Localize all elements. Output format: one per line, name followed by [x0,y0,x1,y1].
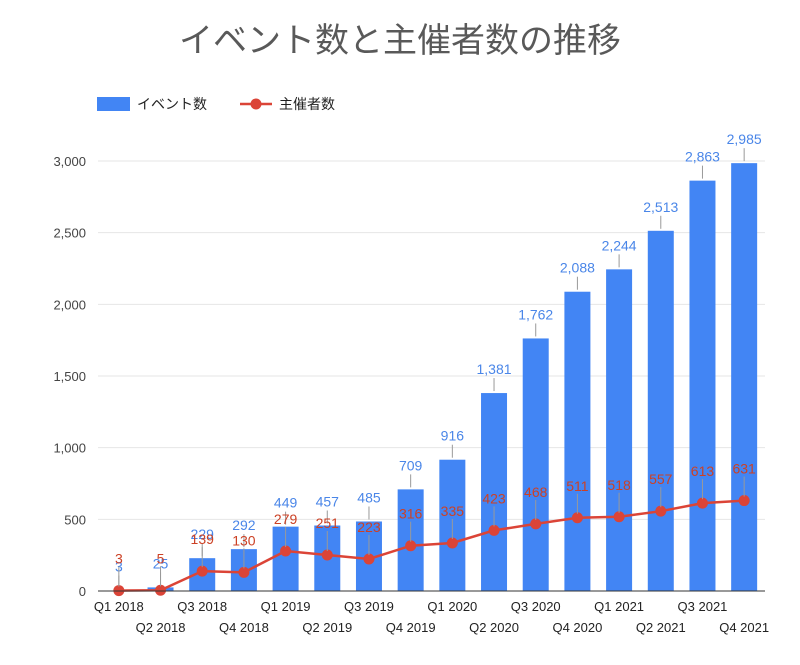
y-tick-label: 1,000 [53,441,86,456]
line-value-label: 511 [566,478,589,494]
line-point [155,584,167,596]
bar-value-label: 2,863 [685,149,720,165]
line-value-label: 631 [732,461,756,477]
bar-value-label: 1,762 [518,306,553,322]
line-point [613,511,625,523]
x-tick-label: Q2 2018 [136,620,186,635]
line-value-label: 468 [524,484,548,500]
bar-value-label: 2,985 [727,131,762,147]
x-tick-label: Q3 2018 [177,599,227,614]
x-tick-label: Q4 2018 [219,620,269,635]
line-value-label: 335 [441,503,465,519]
line-series [113,495,750,597]
line-point [571,512,583,524]
x-tick-label: Q1 2021 [594,599,644,614]
line-labels: 3 5 139 130 279 251 223 316 335 423 468 511 518 557 61… [115,461,756,587]
bar-value-label: 709 [399,457,423,473]
bar-value-label: 2,513 [643,199,678,215]
line-value-label: 557 [649,471,673,487]
bar [522,338,549,591]
line-value-label: 251 [316,515,340,531]
line-point [488,524,500,536]
line-point [446,537,458,549]
x-tick-label: Q4 2020 [552,620,602,635]
y-tick-label: 3,000 [53,154,86,169]
legend: イベント数 主催者数 [97,97,335,113]
line-point [238,566,250,578]
line-value-label: 130 [232,532,256,548]
bar-value-label: 25 [153,555,169,571]
bar [731,163,758,591]
line-value-label: 316 [399,506,423,522]
line-point [280,545,292,557]
line-point [530,518,542,530]
x-tick-label: Q3 2020 [511,599,561,614]
line-path [118,499,745,592]
x-tick-label: Q3 2019 [344,599,394,614]
x-tick-label: Q1 2018 [94,599,144,614]
x-tick-label: Q3 2021 [678,599,728,614]
x-axis: Q1 2018 Q2 2018 Q3 2018 Q4 2018 Q1 2019 Q2 20… [94,590,769,635]
bar-labels: 3 25 229 292 449 457 485 709 916 1,381 1,762 2,088 2… [115,131,762,589]
bar [647,230,674,591]
x-tick-label: Q4 2019 [386,620,436,635]
line-point [405,540,417,552]
legend-label-line: 主催者数 [279,97,335,113]
x-tick-label: Q4 2021 [719,620,769,635]
line-point [696,497,708,509]
bar [564,291,591,591]
legend-swatch-bar [97,97,130,111]
line-value-label: 5 [157,550,165,566]
y-tick-label: 0 [79,584,86,599]
bar-value-label: 485 [357,489,381,505]
x-tick-label: Q1 2020 [427,599,477,614]
bar-value-label: 457 [316,493,340,509]
y-tick-label: 2,000 [53,297,86,312]
line-point [655,505,667,517]
y-tick-label: 2,500 [53,226,86,241]
x-tick-label: Q2 2020 [469,620,519,635]
x-tick-label: Q2 2019 [302,620,352,635]
x-tick-label: Q2 2021 [636,620,686,635]
line-value-label: 518 [607,477,631,493]
bar-value-label: 2,088 [560,260,595,276]
bar [606,269,633,591]
bars [105,163,758,592]
bar-value-label: 916 [441,428,465,444]
y-tick-label: 1,500 [53,369,86,384]
legend-swatch-marker [250,98,262,110]
bar-value-label: 1,381 [477,361,512,377]
bar-value-label: 229 [191,526,215,542]
chart-title: イベント数と主催者数の推移 [179,21,621,61]
line-value-label: 423 [482,490,506,506]
y-tick-label: 500 [64,512,86,527]
gridlines [98,160,765,520]
bar [689,180,716,592]
line-point [363,553,375,565]
line-value-label: 3 [115,551,123,567]
line-point [738,495,750,507]
bar-value-label: 449 [274,495,298,511]
line-value-label: 279 [274,511,298,527]
x-tick-label: Q1 2019 [261,599,311,614]
y-axis: 0 500 1,000 1,500 2,000 2,500 3,000 [53,154,86,599]
line-point [196,565,208,577]
bar [481,393,508,591]
line-value-label: 223 [357,519,381,535]
line-value-label: 139 [191,531,215,547]
line-point [321,549,333,561]
legend-label-bar: イベント数 [137,97,207,113]
bar-value-label: 292 [232,517,256,533]
line-value-label: 613 [691,463,715,479]
bar-value-label: 2,244 [602,237,637,253]
